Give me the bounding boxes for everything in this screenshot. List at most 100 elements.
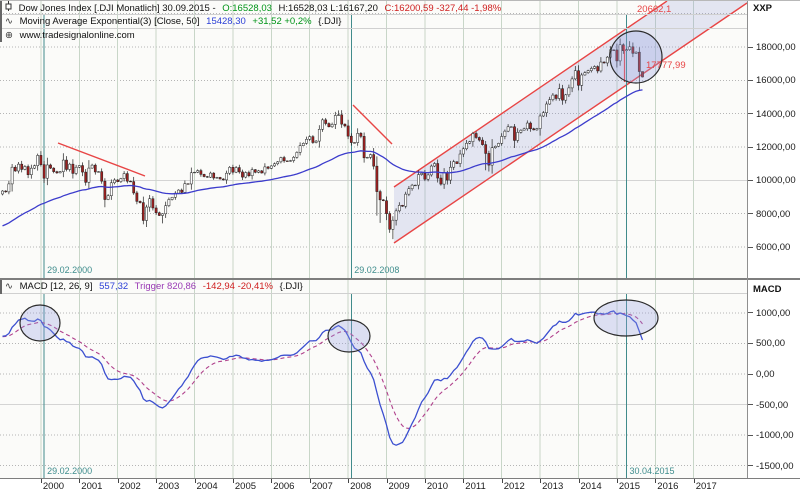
candle bbox=[333, 111, 337, 129]
panel-separator[interactable] bbox=[0, 278, 800, 280]
candle bbox=[273, 162, 276, 168]
y-axis-tick bbox=[748, 46, 753, 48]
candle bbox=[583, 71, 587, 76]
candle bbox=[410, 183, 414, 191]
candle bbox=[589, 66, 593, 73]
time-x-axis[interactable]: 2000 2001 2002 2003 2004 2005 2006 2007 2008 2009… bbox=[0, 479, 800, 493]
candle bbox=[586, 69, 590, 74]
candle bbox=[4, 190, 8, 193]
macd-legend: ∿ MACD [12, 26, 9] 557,32 Trigger 820,86… bbox=[0, 280, 749, 294]
x-axis-year-label: 2007 bbox=[311, 481, 333, 492]
candlestick-icon bbox=[5, 1, 12, 11]
macd-change: -142,94 -20,41% bbox=[202, 281, 273, 292]
price-y-axis[interactable]: XXP 18000,00 16000,00 14000,00 12000,00 1000… bbox=[748, 1, 800, 278]
candle bbox=[193, 171, 196, 174]
candle bbox=[212, 172, 216, 180]
x-axis-tick bbox=[616, 479, 618, 483]
candle bbox=[68, 162, 72, 172]
candle bbox=[125, 171, 129, 184]
macd-indicator-panel[interactable]: 29.02.2000 30.04.2015 ∿ MACD [12, 26, 9] … bbox=[0, 280, 749, 478]
legend-macd-row[interactable]: ∿ MACD [12, 26, 9] 557,32 Trigger 820,86… bbox=[2, 280, 749, 294]
y-axis-label: 6000,00 bbox=[756, 242, 791, 253]
x-axis-tick bbox=[463, 479, 465, 483]
candle bbox=[65, 156, 68, 172]
candle bbox=[282, 155, 286, 163]
candle bbox=[497, 142, 500, 147]
x-axis-year-label: 2004 bbox=[196, 481, 218, 492]
candle bbox=[39, 151, 43, 167]
candle bbox=[157, 211, 161, 217]
candle bbox=[551, 93, 555, 102]
legend-ema-row[interactable]: ∿ Moving Average Exponential(3) [Close, … bbox=[2, 15, 749, 29]
date-marker-label: 29.02.2000 bbox=[47, 265, 92, 275]
legend-symbol-row[interactable]: Dow Jones Index [.DJI Monatlich] 30.09.2… bbox=[2, 1, 749, 15]
candle bbox=[81, 162, 84, 177]
candle bbox=[625, 48, 628, 52]
candle bbox=[353, 142, 356, 144]
trendline bbox=[352, 104, 393, 145]
candle bbox=[164, 201, 168, 218]
price-chart-canvas[interactable]: 29.02.2000 29.02.2008 20662,1 17777,99 bbox=[0, 1, 747, 278]
candle bbox=[10, 163, 14, 192]
macd-y-axis[interactable]: MACD 1000,00 500,00 0,00 -500,00 -1000,00 -15… bbox=[748, 280, 800, 478]
candle bbox=[349, 133, 353, 146]
candle bbox=[535, 127, 539, 131]
candle bbox=[141, 196, 145, 225]
candle bbox=[135, 190, 139, 205]
x-axis-tick bbox=[693, 479, 695, 483]
last-price-label: 17777,99 bbox=[646, 60, 686, 71]
y-axis-label: 0,00 bbox=[756, 369, 775, 380]
candle bbox=[234, 166, 238, 174]
x-axis-year-label: 2012 bbox=[503, 481, 525, 492]
axis-separator bbox=[0, 478, 800, 479]
candle bbox=[596, 65, 600, 74]
y-axis-label: 10000,00 bbox=[756, 175, 796, 187]
candle bbox=[599, 57, 603, 73]
candle bbox=[561, 84, 564, 105]
candle bbox=[285, 160, 289, 162]
candle bbox=[529, 121, 532, 132]
candle bbox=[100, 168, 104, 184]
candle bbox=[45, 157, 49, 186]
x-axis-tick bbox=[40, 479, 42, 483]
candle bbox=[321, 118, 324, 132]
candle bbox=[109, 179, 113, 200]
candle bbox=[186, 183, 190, 185]
candle bbox=[545, 101, 548, 117]
candle bbox=[506, 124, 510, 133]
candle bbox=[103, 178, 107, 208]
candle bbox=[413, 184, 417, 187]
candle bbox=[308, 135, 312, 141]
candle bbox=[509, 126, 513, 128]
candle bbox=[189, 167, 193, 190]
candle bbox=[71, 159, 75, 179]
price-chart-panel[interactable]: 29.02.2000 29.02.2008 20662,1 17777,99 Dow … bbox=[0, 1, 749, 278]
candle bbox=[77, 165, 81, 169]
macd-chart-canvas[interactable]: 29.02.2000 30.04.2015 bbox=[0, 280, 747, 478]
candle bbox=[148, 194, 152, 212]
candle bbox=[314, 140, 318, 144]
open-value: O:16528,03 bbox=[222, 3, 272, 14]
y-axis-tick bbox=[748, 113, 753, 115]
candle bbox=[196, 169, 200, 174]
y-axis-label: -1000,00 bbox=[756, 430, 794, 441]
candle bbox=[490, 139, 494, 174]
date-marker-label: 30.04.2015 bbox=[630, 466, 675, 476]
candle bbox=[52, 167, 56, 174]
y-axis-label: 8000,00 bbox=[756, 208, 791, 220]
candle bbox=[407, 186, 411, 197]
candle bbox=[433, 162, 436, 168]
x-axis-year-label: 2002 bbox=[119, 481, 141, 492]
candle bbox=[151, 196, 155, 211]
candle bbox=[481, 137, 484, 146]
candle bbox=[61, 153, 65, 178]
candle bbox=[253, 169, 257, 174]
candle bbox=[311, 135, 315, 144]
candle bbox=[612, 49, 616, 51]
candle bbox=[417, 170, 420, 190]
candle bbox=[161, 213, 164, 224]
candle bbox=[471, 131, 475, 147]
candle bbox=[618, 38, 622, 66]
candle bbox=[426, 173, 430, 182]
candle bbox=[532, 127, 536, 131]
